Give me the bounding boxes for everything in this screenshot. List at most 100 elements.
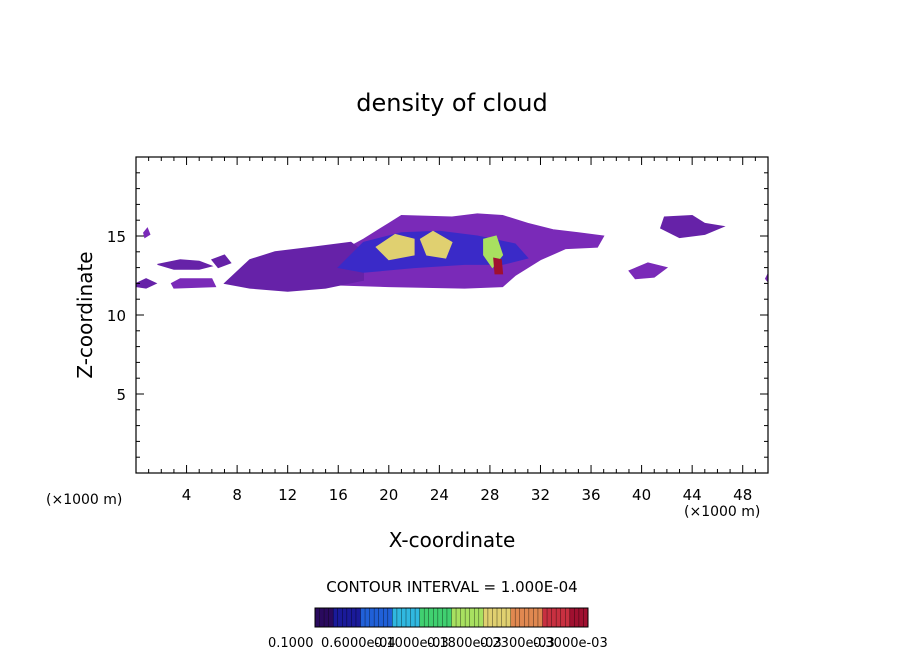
colorbar-label: 0.1000 — [268, 636, 314, 651]
colorbar-segment — [442, 608, 448, 627]
colorbar-segment — [319, 608, 325, 627]
colorbar-segment — [433, 608, 439, 627]
x-tick-label: 16 — [329, 486, 348, 504]
x-tick-label: 44 — [683, 486, 702, 504]
colorbar-segment — [583, 608, 589, 627]
colorbar-segment — [551, 608, 557, 627]
colorbar-segment — [446, 608, 452, 627]
colorbar-segment — [483, 608, 489, 627]
cloud-core-a — [375, 233, 415, 261]
colorbar-segment — [383, 608, 389, 627]
colorbar-segment — [537, 608, 543, 627]
colorbar-frame — [314, 607, 589, 628]
colorbar-segment — [469, 608, 475, 627]
colorbar-segment — [506, 608, 511, 627]
colorbar-segment — [542, 608, 548, 627]
colorbar-segment — [401, 608, 407, 627]
colorbar-segment — [342, 608, 348, 627]
colorbar-segment — [547, 608, 552, 627]
colorbar-segment — [578, 608, 584, 627]
colorbar-segment — [565, 608, 571, 627]
x-unit-right: (×1000 m) — [684, 504, 760, 520]
y-tick-label: 15 — [107, 228, 126, 246]
cloud-blob-left-2 — [170, 278, 217, 289]
colorbar-segment — [533, 608, 539, 627]
colorbar-segment — [396, 608, 402, 627]
cloud-blob-right-2 — [659, 214, 726, 239]
colorbar-segment — [410, 608, 416, 627]
colorbar-segment — [328, 608, 334, 627]
colorbar-segment — [428, 608, 434, 627]
colorbar-segment — [574, 608, 580, 627]
colorbar-segment — [355, 608, 361, 627]
colorbar-segment — [419, 608, 425, 627]
colorbar-segment — [501, 608, 507, 627]
colorbar-segment — [324, 608, 329, 627]
colorbar-segment — [460, 608, 466, 627]
colorbar-segment — [524, 608, 530, 627]
colorbar-segment — [351, 608, 357, 627]
colorbar-segment — [478, 608, 484, 627]
colorbar-segment — [378, 608, 384, 627]
cloud-core-b — [419, 230, 453, 259]
colorbar-segment — [315, 608, 320, 627]
y-axis-label: Z-coordinate — [73, 251, 97, 378]
colorbar-segment — [415, 608, 420, 627]
colorbar-segment — [465, 608, 470, 627]
colorbar-label: 0.2300e-03 — [480, 636, 555, 651]
x-tick-label: 36 — [581, 486, 600, 504]
x-axis-ticks: 4 8 12 16 20 24 28 32 36 40 44 48 — [148, 157, 756, 504]
colorbar-segment — [424, 608, 430, 627]
colorbar-segment — [437, 608, 443, 627]
colorbar-segment — [560, 608, 566, 627]
colorbar-segment — [556, 608, 561, 627]
cloud-hot-spot — [493, 257, 504, 275]
plot-frame — [135, 156, 769, 474]
colorbar-segment — [365, 608, 370, 627]
colorbar-segment — [333, 608, 339, 627]
x-tick-label: 12 — [278, 486, 297, 504]
x-tick-label: 28 — [480, 486, 499, 504]
x-axis-label: X-coordinate — [389, 528, 516, 552]
colorbar-segment — [569, 608, 575, 627]
chart-title: density of cloud — [356, 89, 547, 117]
colorbar-label: 0.3000e-03 — [533, 636, 608, 651]
colorbar-segment — [519, 608, 525, 627]
colorbar-segment — [346, 608, 352, 627]
colorbar-segment — [374, 608, 379, 627]
colorbar — [314, 607, 589, 628]
cloud-blob-left-4 — [143, 227, 151, 239]
colorbar-segment — [369, 608, 375, 627]
colorbar-segment — [392, 608, 398, 627]
colorbar-segment — [406, 608, 411, 627]
x-tick-label: 32 — [531, 486, 550, 504]
x-tick-label: 40 — [632, 486, 651, 504]
cloud-field — [135, 213, 769, 292]
x-tick-label: 24 — [430, 486, 449, 504]
y-tick-label: 10 — [107, 307, 126, 325]
colorbar-segment — [528, 608, 534, 627]
y-tick-label: 5 — [116, 386, 126, 404]
colorbar-segment — [451, 608, 457, 627]
colorbar-segment — [337, 608, 343, 627]
x-tick-label: 48 — [733, 486, 752, 504]
colorbar-segment — [487, 608, 493, 627]
colorbar-label: 0.1000e-03 — [374, 636, 449, 651]
cloud-blob-left-1 — [157, 259, 214, 270]
x-unit-left: (×1000 m) — [46, 492, 122, 508]
colorbar-segment — [474, 608, 480, 627]
x-tick-label: 20 — [379, 486, 398, 504]
x-tick-label: 4 — [182, 486, 192, 504]
y-axis-ticks: 5 10 15 — [107, 172, 768, 458]
contour-interval-label: CONTOUR INTERVAL = 1.000E-04 — [326, 578, 577, 596]
cloud-blob-right-1 — [628, 262, 669, 280]
colorbar-label: 0.1800e-03 — [427, 636, 502, 651]
colorbar-segment — [510, 608, 516, 627]
x-tick-label: 8 — [232, 486, 242, 504]
colorbar-segment — [515, 608, 521, 627]
colorbar-segment — [456, 608, 461, 627]
colorbar-segment — [387, 608, 393, 627]
colorbar-segment — [360, 608, 366, 627]
colorbar-label: 0.6000e-04 — [321, 636, 396, 651]
